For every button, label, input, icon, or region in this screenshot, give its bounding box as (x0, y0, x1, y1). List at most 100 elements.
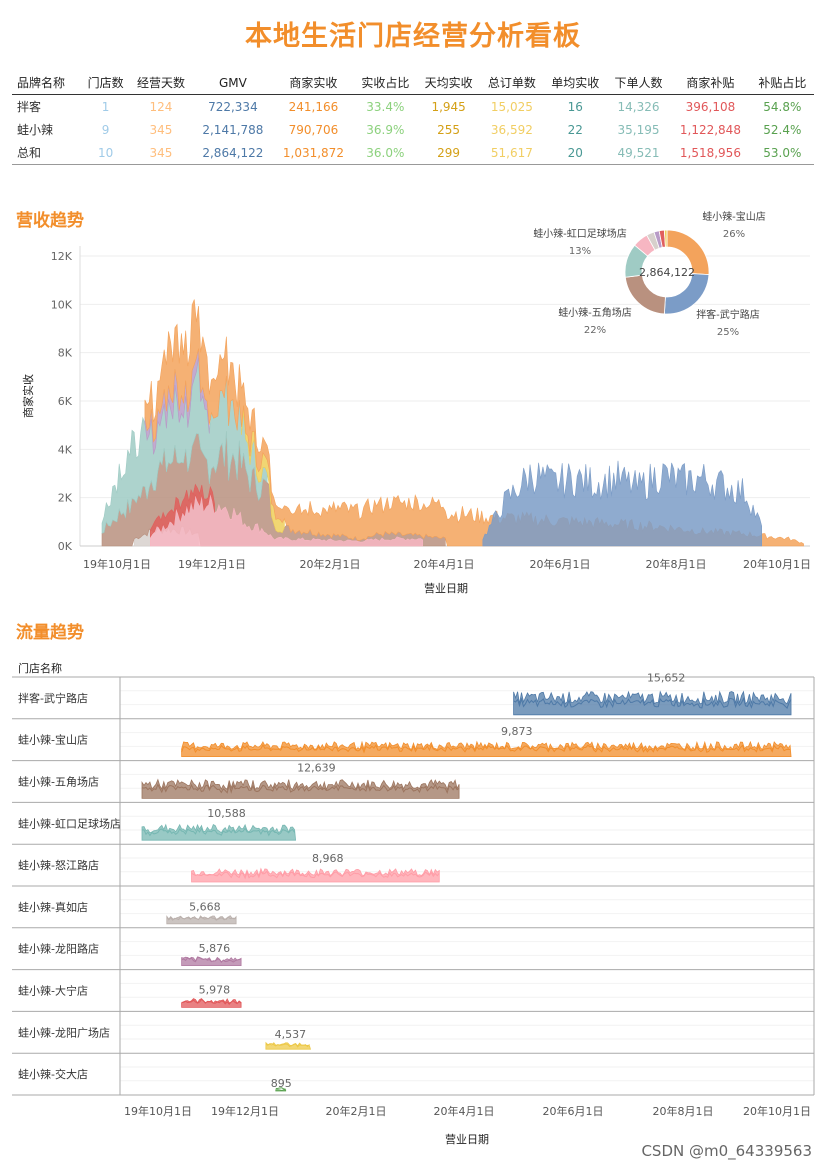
row-label: 蛙小辣-龙阳路店 (18, 942, 99, 956)
pie-label-pct: 22% (584, 325, 606, 336)
kpi-header-0: 品牌名称 (12, 72, 82, 95)
kpi-row: 拌客 1 124 722,334 241,166 33.4% 1,945 15,025 16 14… (12, 95, 814, 119)
kpi-header-9: 下单人数 (606, 72, 671, 95)
pie-slice-8 (663, 229, 668, 248)
traffic-area-8 (265, 1041, 311, 1050)
kpi-header-7: 总订单数 (480, 72, 544, 95)
kpi-cell: 2,864,122 (192, 141, 274, 165)
kpi-cell: 9 (101, 122, 110, 137)
kpi-cell: 345 (129, 141, 193, 165)
x-tick-label: 19年12月1日 (178, 557, 246, 571)
kpi-cell: 14,326 (617, 99, 660, 114)
traffic-area-9 (275, 1089, 287, 1092)
pie-label-pct: 13% (569, 246, 591, 257)
pie-label-pct: 25% (717, 327, 739, 338)
pie-label: 蛙小辣-五角场店 (558, 306, 632, 319)
kpi-cell: 345 (149, 122, 173, 137)
traffic-area-1 (181, 740, 792, 757)
kpi-cell: 蛙小辣 (17, 123, 54, 137)
x-tick-label: 20年6月1日 (530, 557, 591, 571)
x-axis-label: 营业日期 (424, 581, 468, 595)
kpi-cell: 10 (81, 141, 130, 165)
kpi-cell: 53.0% (750, 141, 814, 165)
kpi-cell: 1,518,956 (670, 141, 751, 165)
kpi-header-6: 天均实收 (416, 72, 481, 95)
traffic-line-1 (181, 743, 791, 754)
traffic-line-9 (275, 1087, 286, 1090)
traffic-line-4 (191, 870, 440, 880)
y-tick-label: 4K (58, 443, 73, 456)
kpi-cell: 255 (437, 122, 461, 137)
kpi-header-3: GMV (192, 72, 274, 95)
kpi-header-row: 品牌名称 门店数 经营天数 GMV 商家实收 实收占比 天均实收 总订单数 单均实收 下单人数 商家… (12, 72, 814, 95)
kpi-cell: 总和 (12, 141, 82, 165)
kpi-cell: 15,025 (490, 99, 533, 114)
traffic-area-2 (141, 778, 460, 799)
kpi-header-2: 经营天数 (129, 72, 193, 95)
peak-label: 9,873 (501, 725, 533, 738)
kpi-header-5: 实收占比 (353, 72, 417, 95)
kpi-header-4: 商家实收 (273, 72, 354, 95)
traffic-area-5 (166, 915, 237, 925)
x-tick-label: 20年4月1日 (434, 1104, 495, 1118)
pie-label-pct: 26% (723, 229, 745, 240)
revenue-area-2 (150, 492, 423, 547)
y-tick-label: 12K (51, 250, 73, 263)
kpi-cell: 1,122,848 (679, 122, 741, 137)
kpi-row: 总和 10 345 2,864,122 1,031,872 36.0% 299 51,617 2… (12, 141, 814, 165)
peak-label: 5,978 (199, 984, 231, 997)
x-tick-label: 20年10月1日 (743, 1104, 811, 1118)
kpi-cell: 2,141,788 (202, 122, 264, 137)
kpi-header-11: 补贴占比 (750, 72, 814, 95)
kpi-cell: 722,334 (208, 99, 258, 114)
kpi-cell: 16 (567, 99, 583, 114)
row-label: 蛙小辣-大宁店 (18, 984, 88, 998)
x-tick-label: 20年4月1日 (414, 557, 475, 571)
page-title: 本地生活门店经营分析看板 (245, 21, 581, 52)
x-tick-label: 20年2月1日 (300, 557, 361, 571)
kpi-table: 品牌名称 门店数 经营天数 GMV 商家实收 实收占比 天均实收 总订单数 单均实收 下单人数 商家… (12, 72, 814, 165)
row-label: 蛙小辣-宝山店 (18, 733, 88, 747)
kpi-cell: 1,945 (431, 99, 466, 114)
y-tick-label: 8K (58, 347, 73, 360)
y-tick-label: 2K (58, 492, 73, 505)
kpi-cell: 51,617 (480, 141, 544, 165)
peak-label: 8,968 (312, 852, 344, 865)
pie-center-label: 2,864,122 (639, 266, 695, 279)
kpi-cell: 1,031,872 (273, 141, 354, 165)
pie-label: 蛙小辣-虹口足球场店 (533, 227, 627, 240)
revenue-section-title: 营收趋势 (16, 211, 84, 231)
row-label: 蛙小辣-真如店 (18, 900, 88, 914)
revenue-chart: 0K 2K 4K 6K 8K 10K 12K 19年10月1日 19年12月1日 20年2月1日 2… (21, 210, 811, 595)
peak-label: 895 (271, 1077, 292, 1090)
kpi-cell: 54.8% (763, 99, 802, 114)
row-label: 蛙小辣-怒江路店 (18, 858, 99, 872)
x-tick-label: 20年8月1日 (646, 557, 707, 571)
watermark: CSDN @m0_64339563 (641, 1142, 812, 1160)
pie-label: 拌客-武宁路店 (696, 308, 760, 321)
kpi-body: 拌客 1 124 722,334 241,166 33.4% 1,945 15,025 16 14… (12, 95, 814, 165)
traffic-line-0 (513, 697, 792, 710)
peak-label: 12,639 (297, 761, 336, 774)
traffic-line-8 (265, 1043, 310, 1048)
kpi-cell: 36.9% (366, 122, 405, 137)
x-tick-label: 20年2月1日 (326, 1104, 387, 1118)
kpi-cell: 20 (543, 141, 607, 165)
pie-label: 蛙小辣-宝山店 (702, 210, 766, 223)
traffic-line-6 (181, 956, 242, 964)
traffic-line-7 (181, 998, 242, 1005)
x-tick-label: 20年6月1日 (543, 1104, 604, 1118)
row-label: 蛙小辣-交大店 (18, 1067, 88, 1081)
kpi-header-1: 门店数 (81, 72, 130, 95)
pie-slice-1 (663, 273, 710, 315)
traffic-area-3 (141, 823, 297, 841)
kpi-header-8: 单均实收 (543, 72, 607, 95)
x-axis-label: 营业日期 (445, 1132, 489, 1146)
kpi-cell: 241,166 (288, 99, 339, 114)
traffic-line-2 (141, 782, 460, 795)
row-label: 拌客-武宁路店 (18, 691, 88, 705)
traffic-section-title: 流量趋势 (16, 623, 84, 643)
kpi-cell: 299 (416, 141, 481, 165)
y-axis-label: 商家实收 (21, 374, 35, 418)
